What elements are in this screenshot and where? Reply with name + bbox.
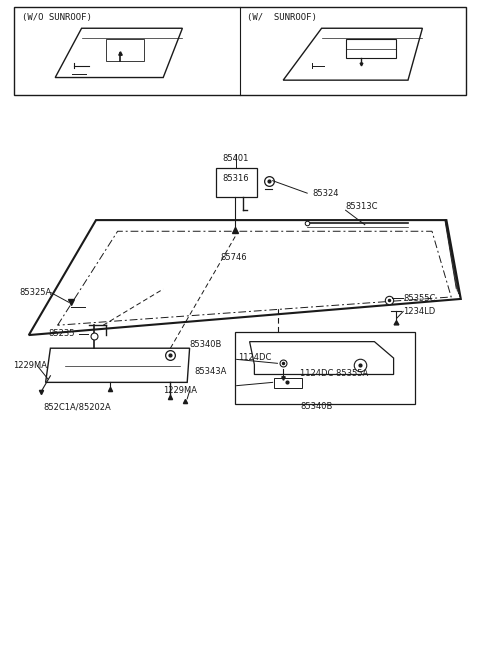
- Text: (W/O SUNROOF): (W/O SUNROOF): [22, 13, 92, 22]
- Polygon shape: [346, 39, 396, 58]
- Bar: [216, 168, 257, 197]
- Text: 85235: 85235: [48, 329, 74, 338]
- Bar: [14, 7, 466, 95]
- Polygon shape: [29, 220, 461, 335]
- Text: 1124DC 85355A: 1124DC 85355A: [300, 369, 368, 378]
- Text: 1229MA: 1229MA: [13, 361, 48, 371]
- Text: 852C1A/85202A: 852C1A/85202A: [43, 402, 111, 411]
- Text: (W/  SUNROOF): (W/ SUNROOF): [247, 13, 317, 22]
- Text: 85325A: 85325A: [19, 288, 51, 297]
- Text: 1234LD: 1234LD: [403, 307, 435, 316]
- Text: 85313C: 85313C: [346, 202, 378, 211]
- Text: 1124DC: 1124DC: [238, 353, 272, 362]
- Polygon shape: [274, 378, 302, 388]
- Polygon shape: [283, 28, 422, 80]
- Polygon shape: [46, 348, 190, 382]
- Bar: [235, 332, 415, 404]
- Polygon shape: [55, 28, 182, 78]
- Text: 85316: 85316: [222, 174, 249, 183]
- Text: 85340B: 85340B: [300, 401, 333, 411]
- Text: 1229MA: 1229MA: [163, 386, 197, 396]
- Text: 85324: 85324: [312, 189, 338, 198]
- Text: 85401: 85401: [222, 154, 248, 164]
- Text: 85343A: 85343A: [194, 367, 227, 376]
- Polygon shape: [250, 342, 394, 374]
- Polygon shape: [106, 39, 144, 61]
- Text: 85340B: 85340B: [190, 340, 222, 349]
- Text: 85355C: 85355C: [403, 294, 435, 303]
- Text: 85746: 85746: [221, 253, 247, 262]
